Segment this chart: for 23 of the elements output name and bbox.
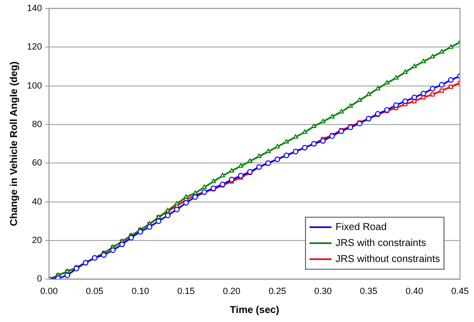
x-tick-label: 0.25 [268,286,286,296]
x-tick-label: 0.20 [222,286,240,296]
legend-label: Fixed Road [336,222,387,233]
x-tick-label: 0.10 [132,286,150,296]
legend-label: JRS with constraints [336,238,426,249]
x-axis-title: Time (sec) [230,304,280,316]
x-tick-label: 0.35 [360,286,378,296]
legend-label: JRS without constraints [336,254,440,265]
y-axis-title: Change in Vehicle Roll Angle (deg) [8,61,20,226]
x-tick-label: 0.40 [406,286,424,296]
y-tick-label: 80 [32,118,42,129]
x-tick-label: 0.05 [86,286,104,296]
y-tick-label: 100 [26,80,42,90]
y-tick-label: 20 [32,235,42,245]
x-tick-label: 0.00 [40,286,58,296]
y-tick-label: 140 [26,2,42,13]
y-tick-label: 40 [32,196,42,206]
y-tick-label: 0 [37,274,42,284]
x-tick-label: 0.45 [451,286,469,296]
y-tick-label: 60 [32,158,42,168]
x-tick-label: 0.30 [314,286,332,296]
x-tick-label: 0.15 [177,286,195,296]
y-tick-label: 120 [26,42,42,52]
